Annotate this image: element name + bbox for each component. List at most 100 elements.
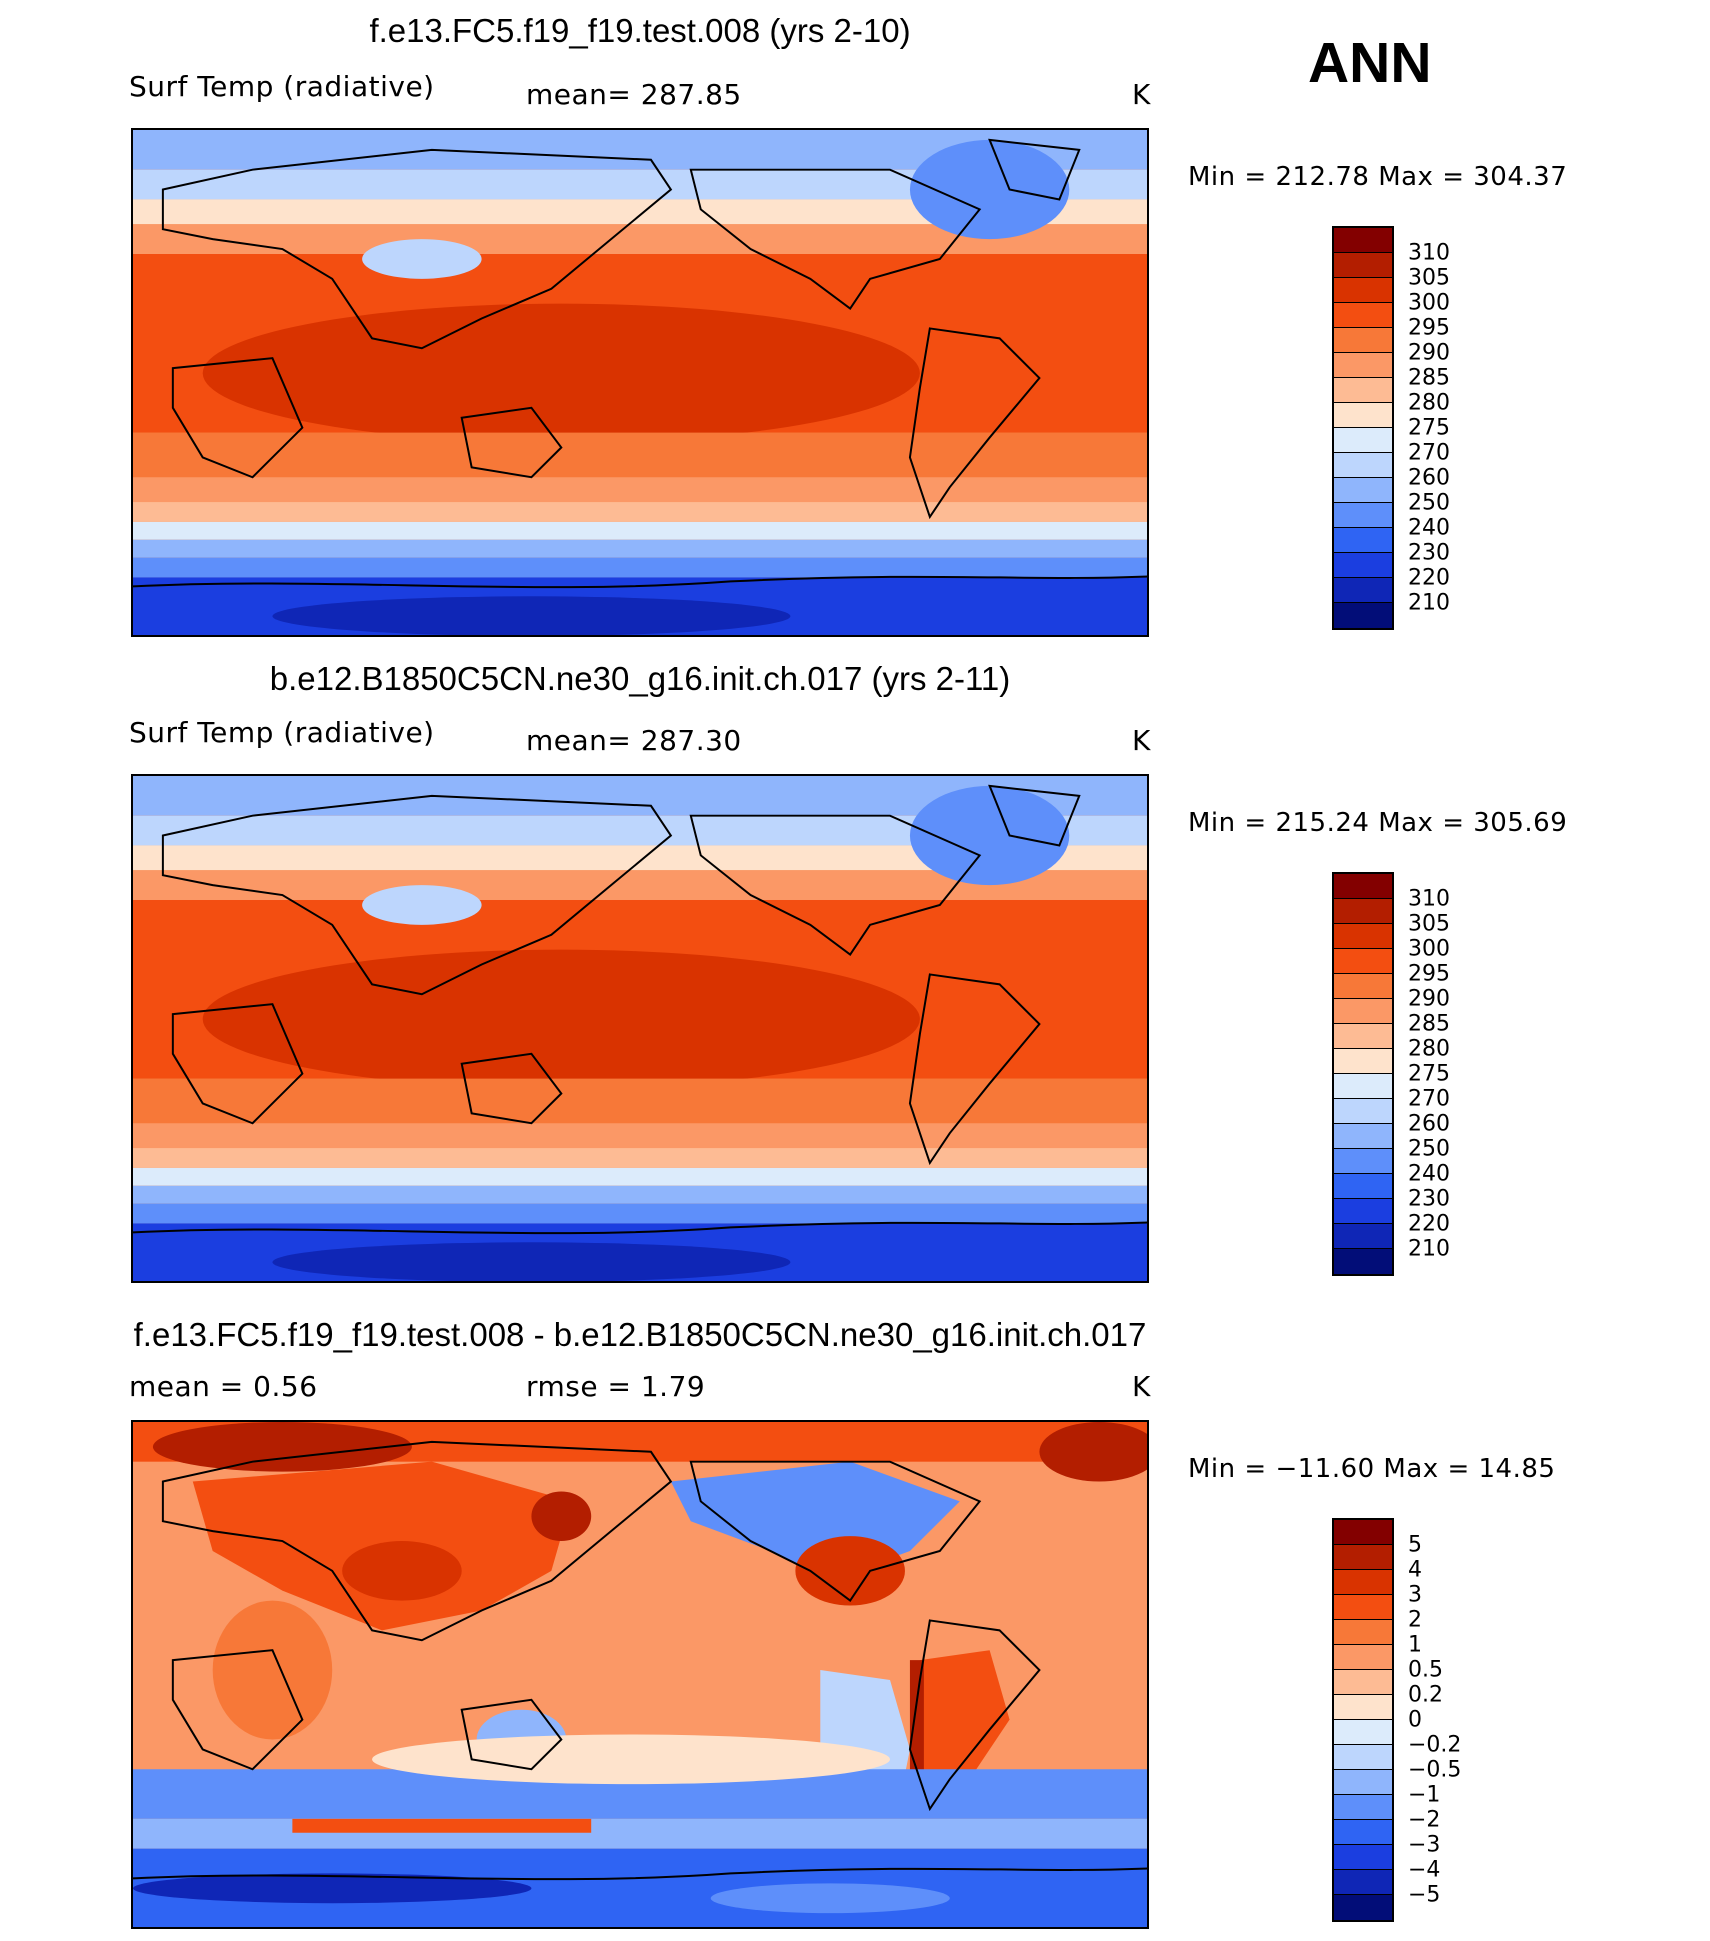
colorbar-tick-label: 290 <box>1408 340 1450 366</box>
colorbar-tick-label: 250 <box>1408 1136 1450 1162</box>
colorbar-tick-label: 275 <box>1408 1061 1450 1087</box>
colorbar-tick-label: 5 <box>1408 1532 1422 1558</box>
colorbar-swatch <box>1334 874 1392 899</box>
colorbar-swatch <box>1334 1670 1392 1695</box>
colorbar-swatch <box>1334 1870 1392 1895</box>
colorbar-swatch <box>1334 1174 1392 1199</box>
colorbar-swatch <box>1334 1520 1392 1545</box>
colorbar-tick-label: 280 <box>1408 390 1450 416</box>
colorbar-tick-label: 300 <box>1408 936 1450 962</box>
colorbar-swatch <box>1334 1199 1392 1224</box>
colorbar-tick-label: 0 <box>1408 1707 1422 1733</box>
colorbar-swatch <box>1334 1620 1392 1645</box>
panel3-rmse: rmse = 1.79 <box>526 1370 706 1403</box>
panel2-minmax: Min = 215.24 Max = 305.69 <box>1188 808 1568 838</box>
colorbar-tick-label: −0.2 <box>1408 1732 1462 1758</box>
colorbar-tick-label: 210 <box>1408 590 1450 616</box>
colorbar-swatch <box>1334 1570 1392 1595</box>
colorbar-swatch <box>1334 1545 1392 1570</box>
colorbar-tick-label: 275 <box>1408 415 1450 441</box>
colorbar-swatch <box>1334 1770 1392 1795</box>
colorbar-tick-label: 250 <box>1408 490 1450 516</box>
panel3-minmax: Min = −11.60 Max = 14.85 <box>1188 1454 1556 1484</box>
colorbar-swatch <box>1334 1820 1392 1845</box>
colorbar-swatch <box>1334 1720 1392 1745</box>
colorbar-swatch <box>1334 899 1392 924</box>
colorbar-swatch <box>1334 949 1392 974</box>
colorbar-tick-label: 210 <box>1408 1236 1450 1262</box>
colorbar-tick-label: −1 <box>1408 1782 1441 1808</box>
colorbar-tick-label: 310 <box>1408 886 1450 912</box>
colorbar-tick-label: 260 <box>1408 1111 1450 1137</box>
colorbar-tick-label: 295 <box>1408 961 1450 987</box>
colorbar-swatch <box>1334 428 1392 453</box>
colorbar-swatch <box>1334 1745 1392 1770</box>
colorbar-tick-label: 305 <box>1408 911 1450 937</box>
colorbar-swatch <box>1334 303 1392 328</box>
colorbar-swatch <box>1334 378 1392 403</box>
colorbar-swatch <box>1334 403 1392 428</box>
colorbar-swatch <box>1334 1249 1392 1274</box>
colorbar-swatch <box>1334 1845 1392 1870</box>
colorbar-swatch <box>1334 528 1392 553</box>
colorbar-tick-label: 270 <box>1408 440 1450 466</box>
panel1-minmax: Min = 212.78 Max = 304.37 <box>1188 162 1568 192</box>
colorbar-swatch <box>1334 228 1392 253</box>
colorbar-swatch <box>1334 1024 1392 1049</box>
colorbar-swatch <box>1334 1795 1392 1820</box>
panel3-difference-field <box>133 1422 1147 1927</box>
colorbar-swatch <box>1334 1149 1392 1174</box>
colorbar-tick-label: 260 <box>1408 465 1450 491</box>
colorbar-tick-label: 4 <box>1408 1557 1422 1583</box>
panel3-map <box>131 1420 1149 1929</box>
colorbar-swatch <box>1334 974 1392 999</box>
colorbar-swatch <box>1334 1595 1392 1620</box>
colorbar-tick-label: 230 <box>1408 1186 1450 1212</box>
colorbar-tick-label: 285 <box>1408 1011 1450 1037</box>
colorbar-swatch <box>1334 278 1392 303</box>
season-label: ANN <box>1308 31 1432 95</box>
colorbar-swatch <box>1334 1049 1392 1074</box>
colorbar-tick-label: 0.5 <box>1408 1657 1443 1683</box>
panel1-variable: Surf Temp (radiative) <box>129 70 435 103</box>
panel3-colorbar <box>1332 1518 1394 1922</box>
panel2-title: b.e12.B1850C5CN.ne30_g16.init.ch.017 (yr… <box>269 660 1011 697</box>
colorbar-tick-label: 220 <box>1408 565 1450 591</box>
colorbar-swatch <box>1334 1695 1392 1720</box>
colorbar-swatch <box>1334 924 1392 949</box>
colorbar-swatch <box>1334 1099 1392 1124</box>
colorbar-tick-label: −3 <box>1408 1832 1441 1858</box>
colorbar-swatch <box>1334 1224 1392 1249</box>
panel2-units: K <box>1132 724 1151 757</box>
colorbar-tick-label: 280 <box>1408 1036 1450 1062</box>
panel3-title: f.e13.FC5.f19_f19.test.008 - b.e12.B1850… <box>133 1316 1147 1353</box>
colorbar-tick-label: 285 <box>1408 365 1450 391</box>
colorbar-swatch <box>1334 578 1392 603</box>
panel1-temperature-field <box>133 130 1147 635</box>
panel1-map <box>131 128 1149 637</box>
colorbar-tick-label: −5 <box>1408 1882 1441 1908</box>
colorbar-tick-label: 1 <box>1408 1632 1422 1658</box>
panel2-colorbar <box>1332 872 1394 1276</box>
colorbar-swatch <box>1334 553 1392 578</box>
colorbar-swatch <box>1334 328 1392 353</box>
panel2-variable: Surf Temp (radiative) <box>129 716 435 749</box>
colorbar-swatch <box>1334 253 1392 278</box>
colorbar-tick-label: 295 <box>1408 315 1450 341</box>
colorbar-tick-label: −2 <box>1408 1807 1441 1833</box>
colorbar-tick-label: 240 <box>1408 1161 1450 1187</box>
colorbar-tick-label: 290 <box>1408 986 1450 1012</box>
colorbar-tick-label: 300 <box>1408 290 1450 316</box>
panel3-mean: mean = 0.56 <box>129 1370 318 1403</box>
colorbar-swatch <box>1334 999 1392 1024</box>
colorbar-swatch <box>1334 1645 1392 1670</box>
colorbar-tick-label: 3 <box>1408 1582 1422 1608</box>
colorbar-tick-label: 220 <box>1408 1211 1450 1237</box>
colorbar-tick-label: 240 <box>1408 515 1450 541</box>
colorbar-tick-label: 270 <box>1408 1086 1450 1112</box>
colorbar-tick-label: 305 <box>1408 265 1450 291</box>
colorbar-tick-label: −4 <box>1408 1857 1441 1883</box>
panel2-mean: mean= 287.30 <box>526 724 742 757</box>
colorbar-swatch <box>1334 353 1392 378</box>
panel1-mean: mean= 287.85 <box>526 78 742 111</box>
